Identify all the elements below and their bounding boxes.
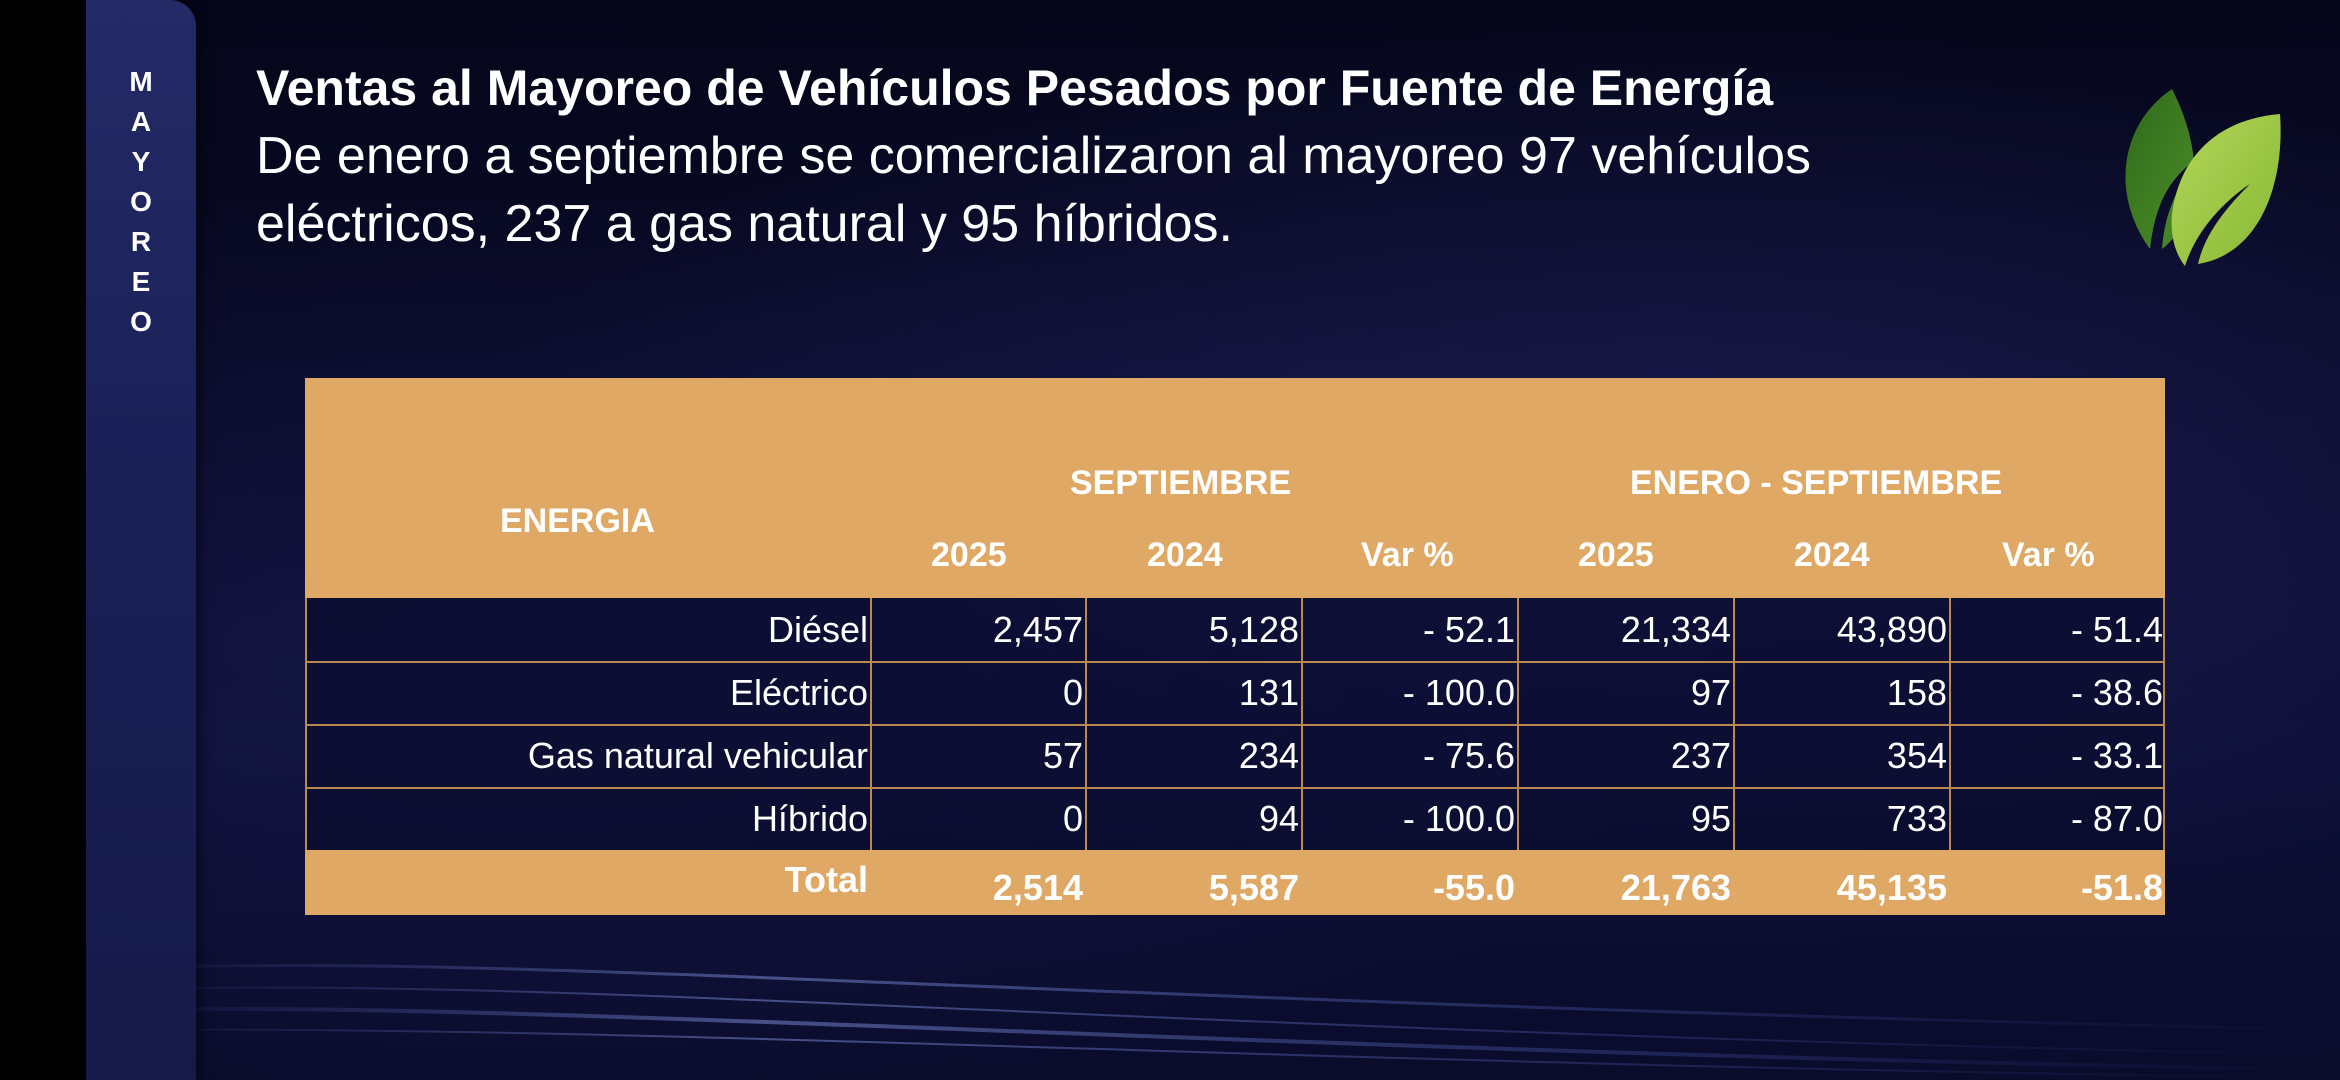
total-row: Total 2,514 5,587 -55.0 21,763 45,135 -5… <box>305 850 2165 915</box>
table-row: Diésel 2,457 5,128 - 52.1 21,334 43,890 … <box>305 598 2165 663</box>
cell-value: - 100.0 <box>1402 672 1515 713</box>
cell-value: 234 <box>1238 735 1299 776</box>
total-label: Total <box>784 859 868 900</box>
cell-value: 21,334 <box>1620 609 1731 650</box>
table-row: Eléctrico 0 131 - 100.0 97 158 - 38.6 <box>305 661 2165 726</box>
cell-value: 0 <box>1062 672 1083 713</box>
total-value: -55.0 <box>1432 867 1515 908</box>
cell-value: - 52.1 <box>1422 609 1515 650</box>
year-header: 2025 <box>931 536 1007 574</box>
total-value: 45,135 <box>1836 867 1947 908</box>
cell-value: 158 <box>1886 672 1947 713</box>
cell-value: 97 <box>1690 672 1731 713</box>
september-group-header: SEPTIEMBRE <box>1070 464 1292 502</box>
table-row: Híbrido 0 94 - 100.0 95 733 - 87.0 <box>305 787 2165 850</box>
total-value: 2,514 <box>992 867 1083 908</box>
total-value: -51.8 <box>2080 867 2163 908</box>
slide-subtitle: De enero a septiembre se comercializaron… <box>256 127 1811 253</box>
side-vertical-label: M A Y O R E O <box>86 62 196 342</box>
cell-value: - 51.4 <box>2070 609 2163 650</box>
cell-value: 95 <box>1690 798 1731 839</box>
row-label: Híbrido <box>751 798 868 839</box>
year-header: 2024 <box>1794 536 1870 574</box>
total-value: 21,763 <box>1620 867 1731 908</box>
side-letter: O <box>130 306 152 337</box>
cell-value: - 38.6 <box>2070 672 2163 713</box>
light-streaks-decoration <box>86 963 2340 1079</box>
side-letter: E <box>131 266 151 297</box>
side-letter: M <box>129 66 153 97</box>
row-label: Eléctrico <box>729 672 868 713</box>
cell-value: 94 <box>1258 798 1299 839</box>
var-header: Var % <box>1361 536 1454 574</box>
cell-value: 5,128 <box>1208 609 1299 650</box>
year-header: 2025 <box>1578 536 1654 574</box>
cell-value: - 33.1 <box>2070 735 2163 776</box>
energy-sales-table: ENERGIA SEPTIEMBRE ENERO - SEPTIEMBRE 20… <box>305 378 2165 915</box>
cell-value: 733 <box>1886 798 1947 839</box>
table-header: ENERGIA SEPTIEMBRE ENERO - SEPTIEMBRE 20… <box>305 378 2165 598</box>
row-label: Diésel <box>767 609 868 650</box>
cell-value: - 100.0 <box>1402 798 1515 839</box>
total-value: 5,587 <box>1208 867 1299 908</box>
year-header: 2024 <box>1147 536 1223 574</box>
table-body: Diésel 2,457 5,128 - 52.1 21,334 43,890 … <box>305 598 2165 850</box>
cell-value: 131 <box>1238 672 1299 713</box>
cell-value: 354 <box>1886 735 1947 776</box>
cell-value: 43,890 <box>1836 609 1947 650</box>
side-letter: R <box>130 226 152 257</box>
cell-value: - 87.0 <box>2070 798 2163 839</box>
cell-value: 237 <box>1670 735 1731 776</box>
leaf-icon <box>2125 89 2281 266</box>
row-label: Gas natural vehicular <box>527 735 868 776</box>
side-tab <box>86 0 196 1080</box>
energy-column-header: ENERGIA <box>500 502 655 540</box>
side-letter: O <box>130 186 152 217</box>
cell-value: - 75.6 <box>1422 735 1515 776</box>
cell-value: 2,457 <box>992 609 1083 650</box>
ytd-group-header: ENERO - SEPTIEMBRE <box>1630 464 2003 502</box>
var-header: Var % <box>2002 536 2095 574</box>
side-letter: A <box>130 106 152 137</box>
cell-value: 0 <box>1062 798 1083 839</box>
table-row: Gas natural vehicular 57 234 - 75.6 237 … <box>305 724 2165 789</box>
side-letter: Y <box>131 146 151 177</box>
slide-title: Ventas al Mayoreo de Vehículos Pesados p… <box>256 60 1774 116</box>
cell-value: 57 <box>1042 735 1083 776</box>
